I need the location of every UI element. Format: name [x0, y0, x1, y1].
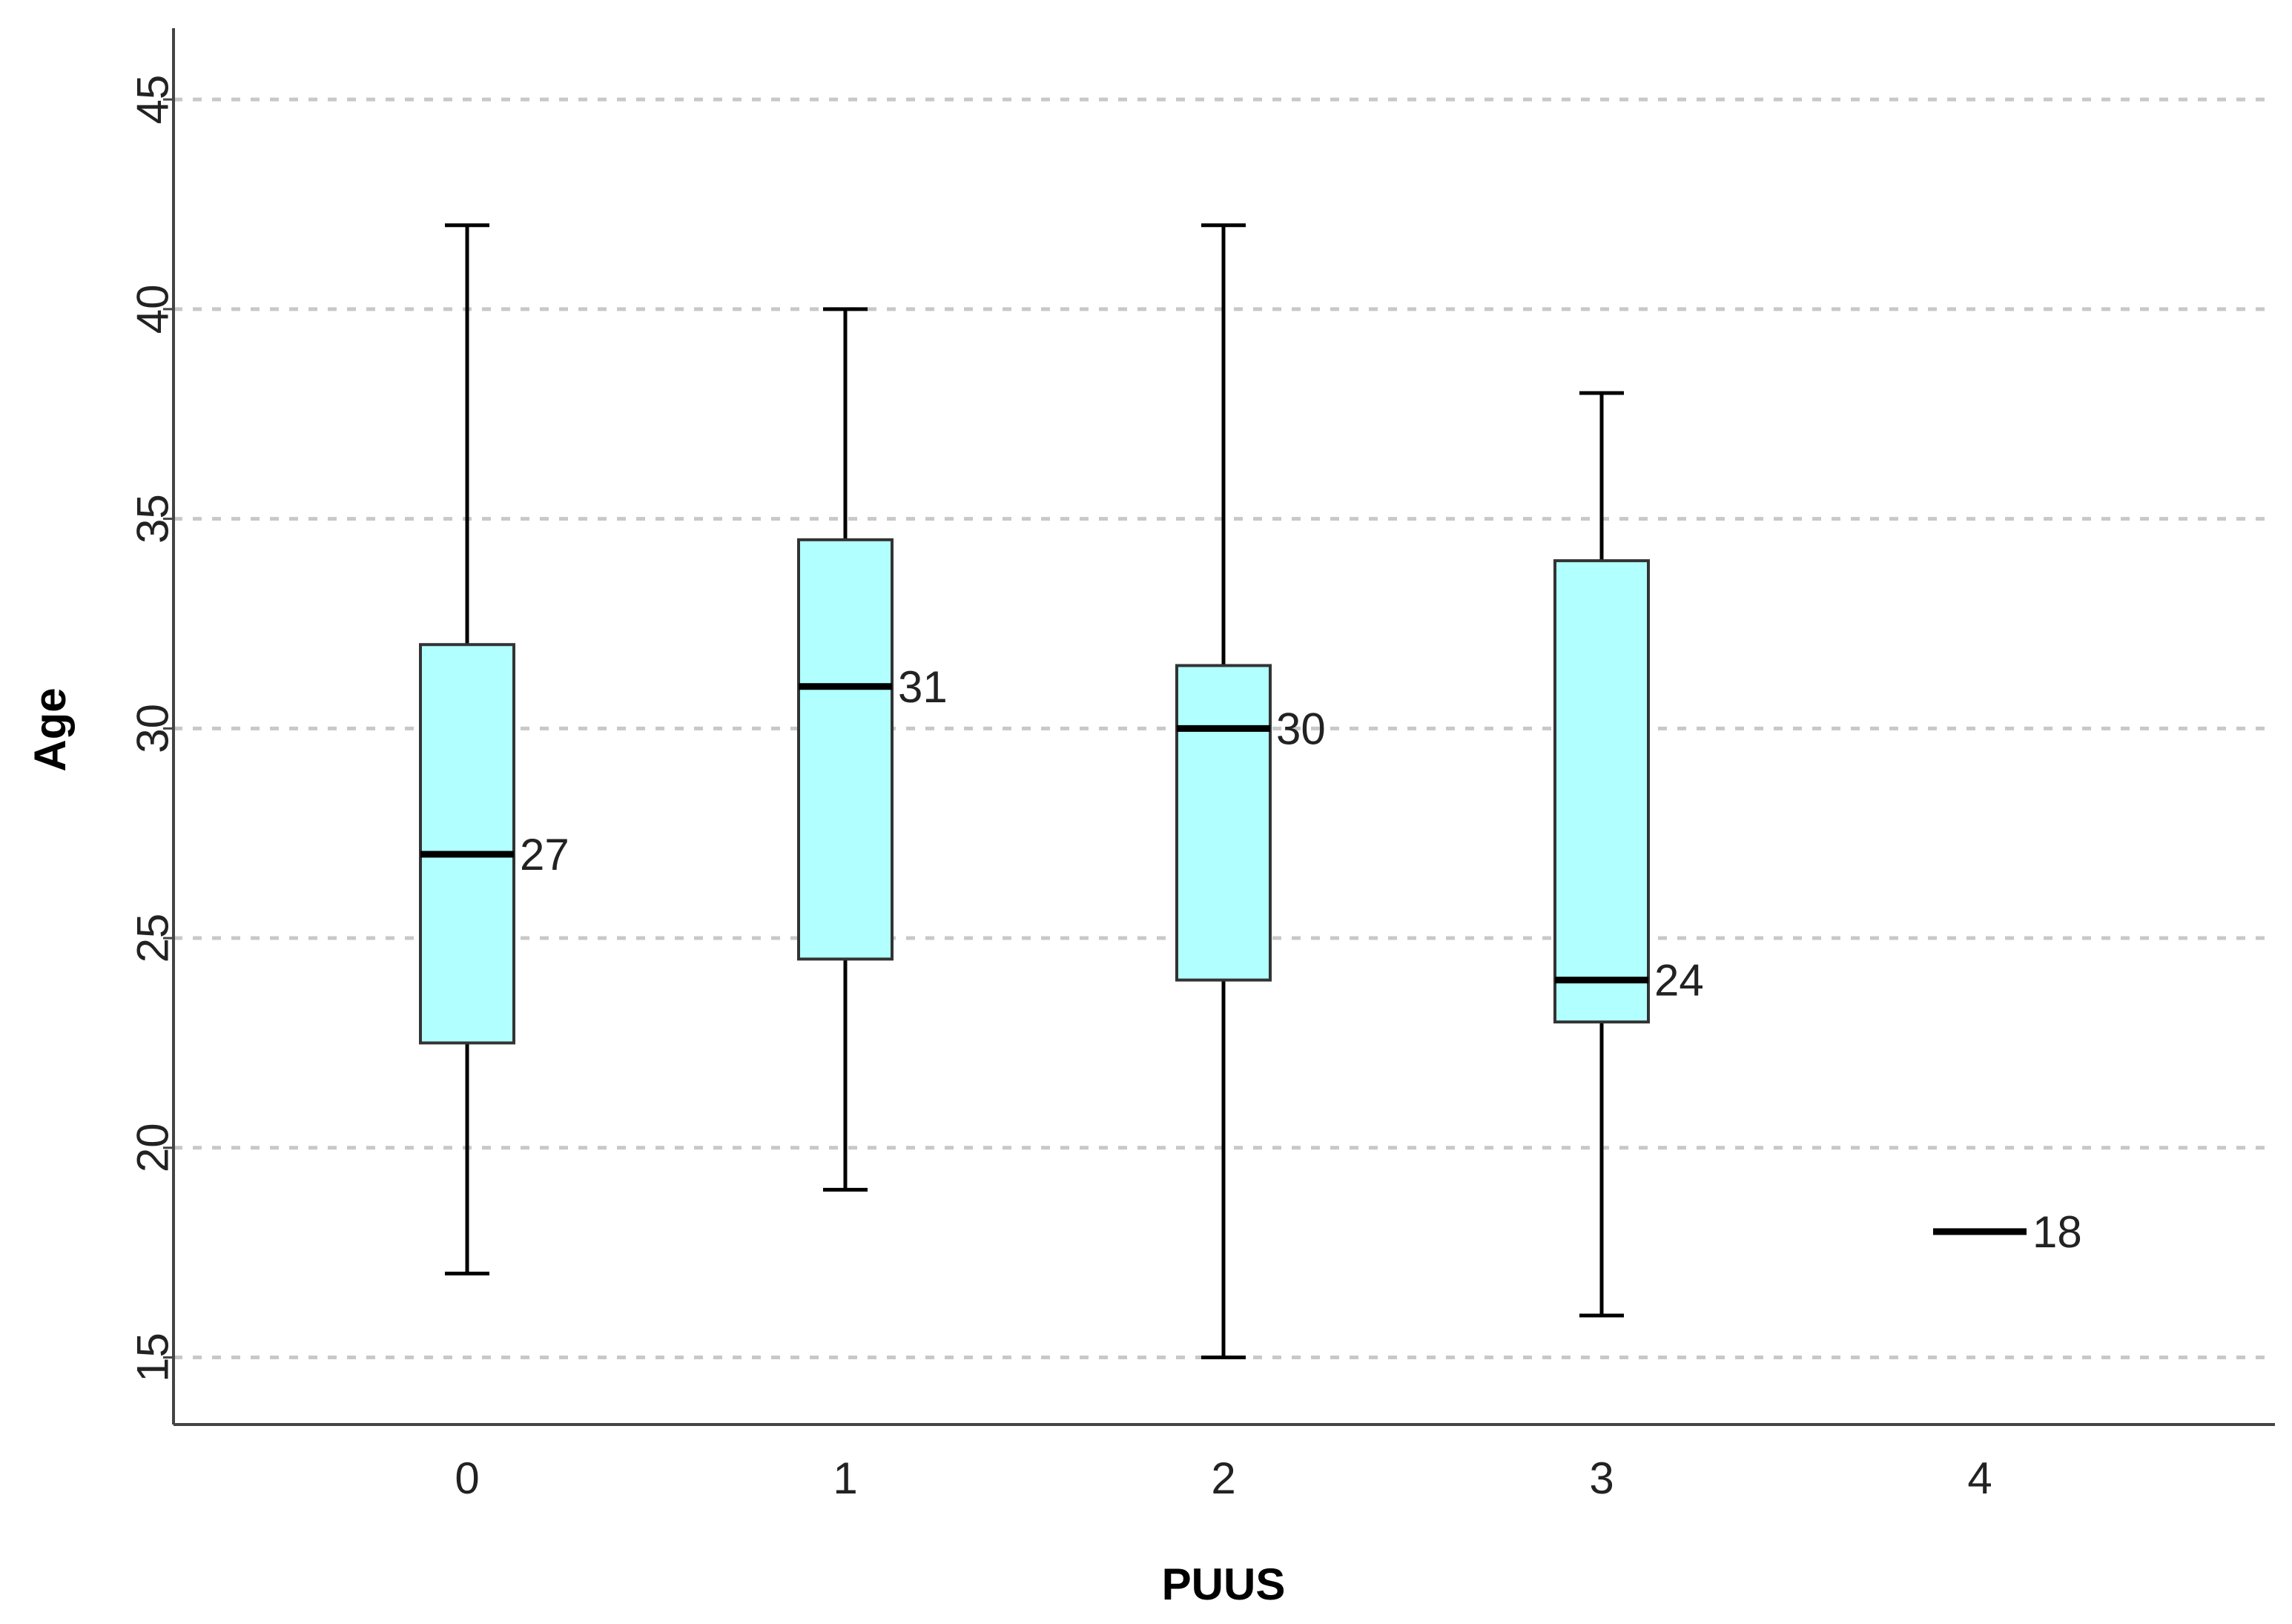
y-tick-label-40: 40 [128, 284, 178, 334]
y-tick-labels: 15 20 25 30 35 40 45 [128, 75, 178, 1382]
x-tick-labels: 0 1 2 3 4 [455, 1453, 1992, 1503]
x-tick-label-1: 1 [833, 1453, 857, 1503]
box-group-3: 24 [1553, 391, 1704, 1318]
median-label: 18 [2032, 1207, 2082, 1257]
median-label: 27 [520, 830, 569, 879]
x-tick-label-3: 3 [1589, 1453, 1614, 1503]
median-label: 24 [1654, 956, 1704, 1006]
x-tick-label-0: 0 [455, 1453, 479, 1503]
x-tick-label-4: 4 [1967, 1453, 1992, 1503]
median-label: 31 [898, 662, 948, 712]
y-tick-label-15: 15 [128, 1333, 178, 1382]
box-group-2: 30 [1175, 223, 1326, 1360]
y-tick-label-25: 25 [128, 914, 178, 963]
box-group-1: 31 [797, 307, 948, 1192]
grid-lines [174, 97, 2275, 1360]
y-tick-label-30: 30 [128, 704, 178, 753]
x-tick-label-2: 2 [1211, 1453, 1235, 1503]
y-axis-title: Age [25, 687, 75, 771]
box-group-0: 27 [419, 223, 569, 1275]
median-label: 30 [1276, 704, 1326, 753]
y-tick-label-20: 20 [128, 1123, 178, 1172]
iqr-box [1553, 559, 1650, 1024]
iqr-box [1175, 664, 1272, 982]
y-tick-label-35: 35 [128, 494, 178, 544]
box-series: 27 31 30 24 18 [419, 223, 2082, 1360]
iqr-box [797, 538, 894, 961]
iqr-box [419, 643, 515, 1045]
x-axis-title: PUUS [1162, 1559, 1286, 1609]
box-group-4: 18 [1933, 1207, 2082, 1257]
y-tick-label-45: 45 [128, 75, 178, 125]
